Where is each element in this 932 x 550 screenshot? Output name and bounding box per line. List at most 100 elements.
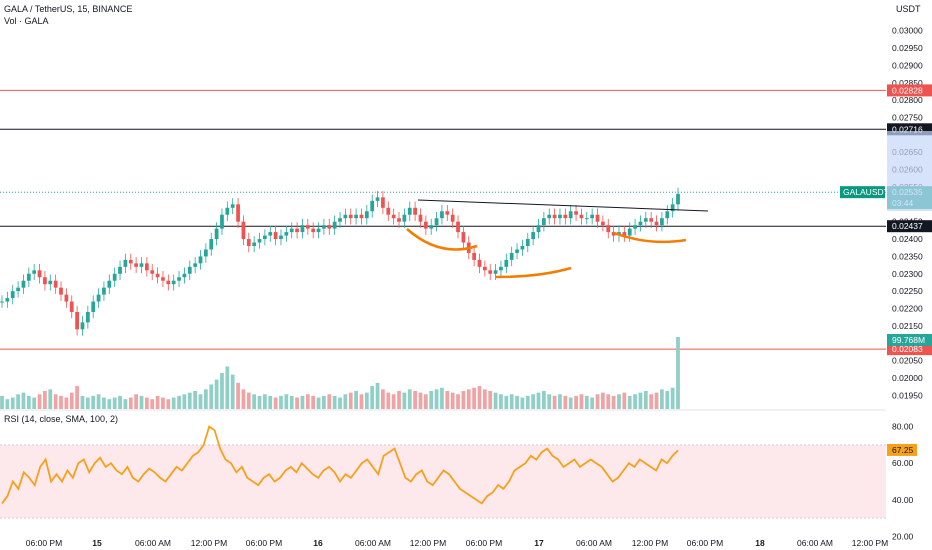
volume-bar — [601, 392, 605, 409]
volume-bar — [466, 389, 471, 409]
candle — [171, 280, 176, 285]
volume-bar — [670, 387, 675, 409]
candle — [461, 232, 466, 243]
volume-bar — [413, 391, 417, 409]
candle — [509, 252, 514, 260]
price-tag — [887, 343, 932, 356]
candle — [450, 214, 455, 222]
volume-bar — [461, 391, 466, 409]
candle — [456, 221, 460, 233]
price-axis-label: 0.02850 — [892, 78, 923, 88]
volume-bar — [295, 397, 299, 409]
candle — [252, 242, 257, 246]
volume-bar — [300, 395, 305, 409]
candle — [91, 301, 96, 312]
candle — [622, 232, 627, 236]
volume-bar — [504, 395, 509, 409]
candle — [445, 211, 450, 215]
time-axis[interactable]: 06:00 PM 15 06:00 AM 12:00 PM 06:00 PM 16 06:0… — [26, 538, 888, 548]
countdown-highlight — [887, 131, 932, 211]
rsi-tag — [887, 443, 917, 456]
candle — [225, 207, 230, 215]
volume-bar — [161, 397, 165, 409]
rsi-axis-label: 40.00 — [892, 495, 914, 505]
candle — [579, 214, 584, 219]
candle — [16, 287, 20, 292]
volume-bar — [155, 395, 160, 409]
candle — [338, 218, 342, 222]
volume-bar — [343, 394, 348, 409]
price-axis-label: 0.01950 — [892, 390, 923, 400]
symbol-title[interactable]: GALA / TetherUS, 15, BINANCE — [4, 4, 133, 14]
volume-bar — [434, 389, 439, 409]
volume-bar — [85, 397, 90, 409]
candle — [670, 204, 675, 212]
volume-bar — [547, 394, 552, 409]
volume-bar — [552, 395, 557, 409]
candle — [144, 263, 149, 271]
candle — [26, 273, 31, 281]
candle — [236, 204, 240, 222]
volume-bar — [26, 395, 31, 409]
volume-bar — [402, 392, 407, 409]
drawings[interactable] — [406, 199, 709, 279]
volume-bar — [91, 395, 96, 409]
volume-bar — [568, 397, 573, 409]
time-axis-label: 12:00 PM — [632, 538, 668, 548]
volume-bar — [375, 382, 380, 409]
volume-bar — [391, 394, 396, 409]
candle — [477, 259, 482, 267]
volume-legend[interactable]: Vol · GALA — [4, 16, 49, 26]
volume-bar — [584, 395, 589, 409]
volume-bar — [21, 392, 26, 409]
currency-label: USDT — [896, 4, 921, 14]
rsi-legend[interactable]: RSI (14, close, SMA, 100, 2) — [4, 414, 119, 424]
volume-bar — [177, 395, 181, 409]
candle — [332, 221, 337, 229]
candle — [5, 298, 10, 302]
volume-bar — [590, 397, 595, 409]
symbol-tag-label: GALAUSDT — [843, 187, 889, 197]
candle — [241, 221, 246, 240]
candle — [96, 294, 101, 302]
volume-bar — [166, 399, 171, 409]
candle — [230, 204, 235, 208]
volume-bar — [80, 395, 85, 409]
volume-bar — [407, 389, 412, 409]
volume-bar — [633, 394, 637, 409]
curve-drawing-1[interactable] — [406, 228, 478, 251]
curve-drawing-3[interactable] — [613, 231, 687, 244]
volume-bar — [198, 394, 203, 409]
candle — [574, 211, 578, 215]
candle — [563, 214, 568, 219]
volume-bar — [359, 394, 364, 409]
time-axis-label: 06:00 AM — [797, 538, 833, 548]
volume-bar — [316, 397, 321, 409]
price-tag — [887, 84, 932, 97]
curve-drawing-2[interactable] — [495, 266, 572, 279]
time-axis-label: 12:00 PM — [410, 538, 446, 548]
volume-tag — [887, 334, 932, 346]
candle — [611, 232, 616, 236]
price-axis-label: 0.02050 — [892, 356, 923, 366]
horizontal-lines[interactable] — [0, 89, 886, 350]
candle — [488, 270, 493, 274]
candle — [643, 218, 648, 222]
candle — [48, 280, 53, 285]
price-tag-label: 0.02437 — [892, 221, 923, 231]
volume-bar — [69, 392, 74, 409]
volume-bar — [230, 374, 235, 409]
candle — [64, 294, 69, 302]
candle — [263, 235, 267, 240]
price-axis-label: 0.02950 — [892, 43, 923, 53]
candle — [472, 252, 477, 260]
volume-bar — [499, 394, 503, 409]
candle — [316, 228, 321, 233]
trendline-drawing[interactable] — [417, 199, 709, 212]
volume-bar — [32, 397, 37, 409]
candle — [440, 211, 444, 219]
candle — [381, 197, 385, 208]
volume-bar — [520, 397, 525, 409]
candle — [499, 266, 503, 271]
